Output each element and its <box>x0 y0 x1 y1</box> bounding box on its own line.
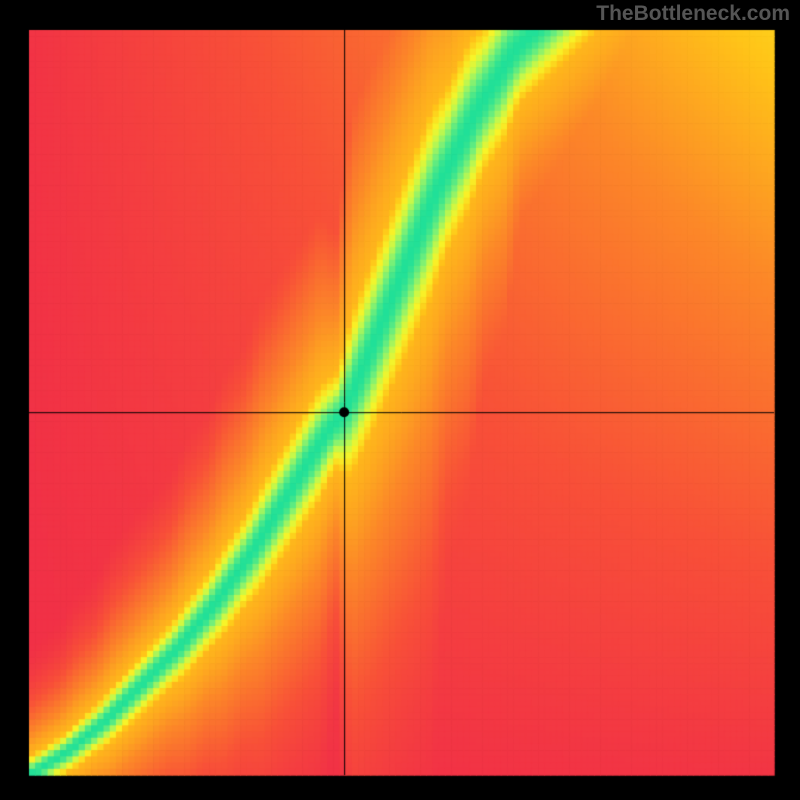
watermark-text: TheBottleneck.com <box>596 2 790 26</box>
bottleneck-heatmap <box>0 0 800 800</box>
chart-container: TheBottleneck.com <box>0 0 800 800</box>
